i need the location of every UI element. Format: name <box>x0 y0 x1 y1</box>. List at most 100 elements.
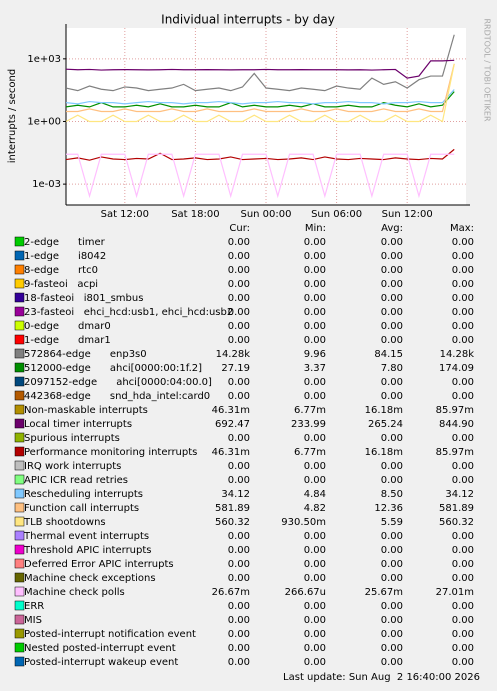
legend-swatch <box>14 656 25 667</box>
stat-value: 0.00 <box>381 321 403 332</box>
series-line <box>65 63 455 123</box>
series-line <box>65 34 455 92</box>
legend-swatch <box>14 348 25 359</box>
stat-value: 4.84 <box>304 489 326 500</box>
stat-value: 0.00 <box>304 335 326 346</box>
stat-value: 0.00 <box>452 335 474 346</box>
legend-swatch <box>14 488 25 499</box>
stat-value: 84.15 <box>374 349 403 360</box>
stat-value: 0.00 <box>304 433 326 444</box>
stat-value: 581.89 <box>439 503 474 514</box>
stat-value: 0.00 <box>452 377 474 388</box>
legend-swatch <box>14 572 25 583</box>
stat-value: 0.00 <box>381 279 403 290</box>
stat-value: 14.28k <box>440 349 475 360</box>
stat-value: 0.00 <box>304 391 326 402</box>
stat-value: 0.00 <box>228 335 250 346</box>
legend-label: MIS <box>24 615 42 626</box>
stat-value: 0.00 <box>381 433 403 444</box>
stat-value: 0.00 <box>228 559 250 570</box>
stat-value: 0.00 <box>452 293 474 304</box>
stat-value: 0.00 <box>452 643 474 654</box>
legend-swatch <box>14 250 25 261</box>
x-tick-label: Sat 18:00 <box>171 209 219 220</box>
legend-swatch <box>14 474 25 485</box>
stat-value: 0.00 <box>381 307 403 318</box>
stat-value: 0.00 <box>304 573 326 584</box>
legend-swatch <box>14 446 25 457</box>
stat-value: 0.00 <box>228 279 250 290</box>
stat-value: 34.12 <box>445 489 474 500</box>
stat-value: 174.09 <box>439 363 474 374</box>
stat-value: 3.37 <box>304 363 326 374</box>
stat-value: 0.00 <box>304 377 326 388</box>
stat-value: 0.00 <box>452 279 474 290</box>
stat-value: 692.47 <box>215 419 250 430</box>
stat-value: 0.00 <box>304 559 326 570</box>
legend-label: 23-fasteoi ehci_hcd:usb1, ehci_hcd:usb2 <box>24 307 233 318</box>
stat-value: 0.00 <box>452 601 474 612</box>
legend-swatch <box>14 306 25 317</box>
stat-value: 7.80 <box>381 363 403 374</box>
stat-value: 4.82 <box>304 503 326 514</box>
series-line <box>65 89 455 105</box>
series-line <box>66 63 455 113</box>
stat-value: 560.32 <box>215 517 250 528</box>
stat-value: 0.00 <box>228 433 250 444</box>
stat-value: 0.00 <box>381 559 403 570</box>
column-header: Min: <box>305 223 326 234</box>
y-tick-label: 1e+03 <box>27 54 61 65</box>
stat-value: 0.00 <box>452 307 474 318</box>
stat-value: 0.00 <box>381 475 403 486</box>
x-tick-label: Sat 12:00 <box>101 209 149 220</box>
stat-value: 0.00 <box>452 657 474 668</box>
stat-value: 0.00 <box>381 601 403 612</box>
stat-value: 0.00 <box>381 335 403 346</box>
stat-value: 0.00 <box>381 251 403 262</box>
legend-label: 2097152-edge ahci[0000:04:00.0] <box>24 377 212 388</box>
stat-value: 0.00 <box>228 573 250 584</box>
legend-swatch <box>14 362 25 373</box>
stat-value: 0.00 <box>452 615 474 626</box>
legend-swatch <box>14 418 25 429</box>
legend-label: 8-edge rtc0 <box>24 265 98 276</box>
legend-label: Deferred Error APIC interrupts <box>24 559 174 570</box>
stat-value: 560.32 <box>439 517 474 528</box>
stat-value: 0.00 <box>228 475 250 486</box>
stat-value: 0.00 <box>381 265 403 276</box>
series-line <box>65 59 455 79</box>
stat-value: 0.00 <box>304 657 326 668</box>
stat-value: 0.00 <box>452 321 474 332</box>
legend-swatch <box>14 264 25 275</box>
stat-value: 6.77m <box>294 447 326 458</box>
stat-value: 0.00 <box>304 279 326 290</box>
stat-value: 0.00 <box>304 643 326 654</box>
legend-swatch <box>14 530 25 541</box>
legend-label: 572864-edge enp3s0 <box>24 349 147 360</box>
legend-label: 18-fasteoi i801_smbus <box>24 293 143 304</box>
y-axis-label: interrupts / second <box>7 69 18 163</box>
stat-value: 0.00 <box>452 237 474 248</box>
column-header: Avg: <box>381 223 403 234</box>
stat-value: 14.28k <box>216 349 251 360</box>
stat-value: 12.36 <box>374 503 403 514</box>
legend-swatch <box>14 376 25 387</box>
stat-value: 0.00 <box>228 629 250 640</box>
legend-label: TLB shootdowns <box>23 517 106 528</box>
legend-label: 1-edge i8042 <box>24 251 106 262</box>
legend-label: Thermal event interrupts <box>23 531 149 542</box>
legend-swatch <box>14 600 25 611</box>
stat-value: 0.00 <box>452 531 474 542</box>
stat-value: 0.00 <box>228 643 250 654</box>
legend-swatch <box>14 278 25 289</box>
stat-value: 0.00 <box>381 629 403 640</box>
stat-value: 0.00 <box>304 265 326 276</box>
x-tick-label: Sun 00:00 <box>240 209 291 220</box>
stat-value: 16.18m <box>365 447 403 458</box>
legend-label: Threshold APIC interrupts <box>23 545 152 556</box>
stat-value: 0.00 <box>452 461 474 472</box>
stat-value: 0.00 <box>452 391 474 402</box>
chart-title: Individual interrupts - by day <box>161 13 335 27</box>
stat-value: 5.59 <box>381 517 403 528</box>
legend-swatch <box>14 642 25 653</box>
